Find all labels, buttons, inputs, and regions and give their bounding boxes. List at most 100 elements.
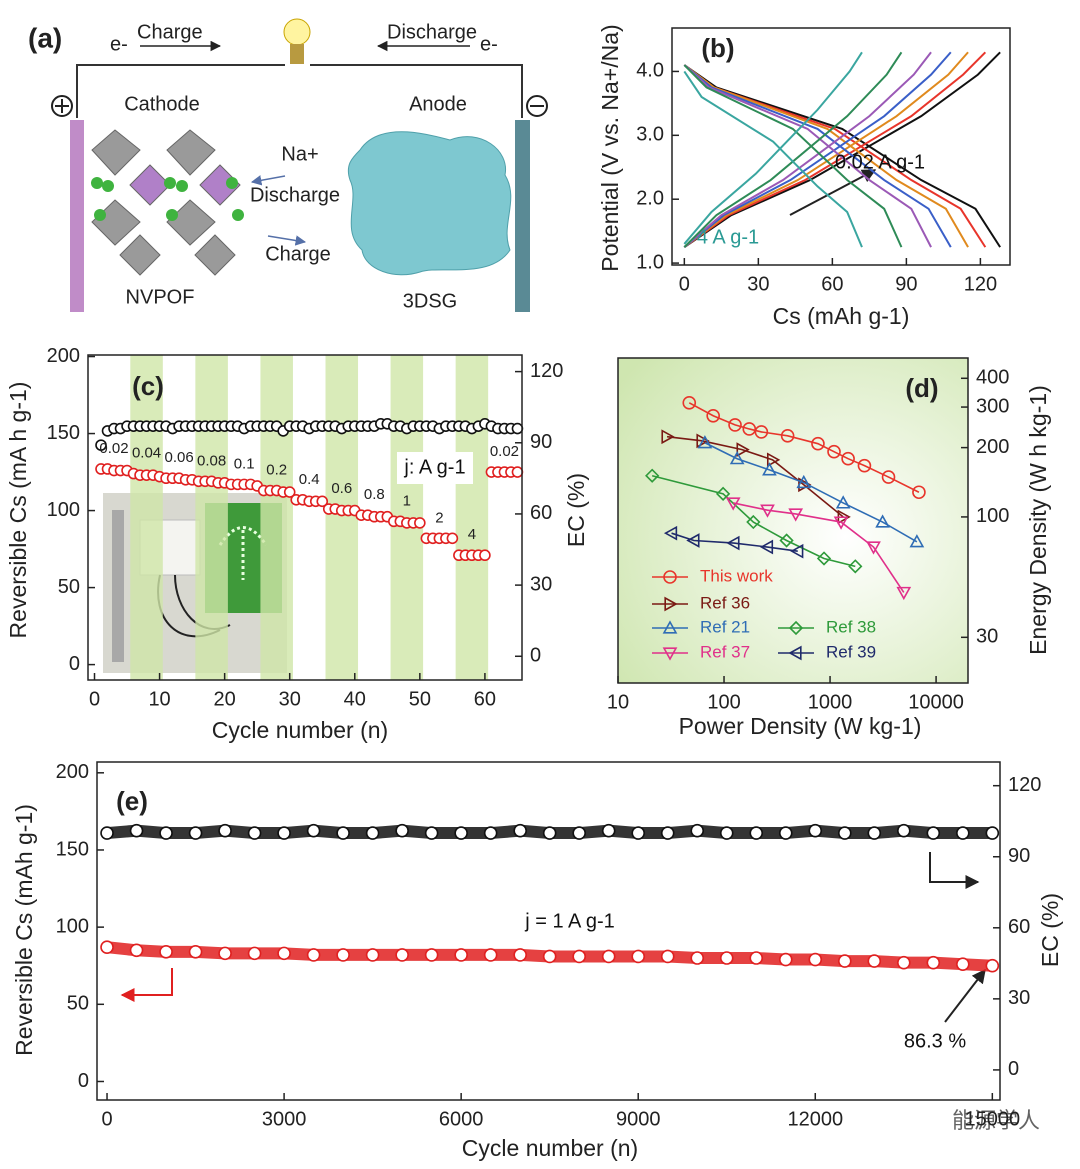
- x-tick-label: 9000: [616, 1108, 661, 1130]
- charge-label: Charge: [137, 21, 203, 43]
- y-tick-label: 30: [530, 573, 552, 595]
- marker: [454, 948, 468, 962]
- plus-sign: [55, 99, 69, 113]
- y-tick-label: 90: [530, 431, 552, 453]
- marker: [100, 940, 114, 955]
- marker: [896, 823, 911, 838]
- rate-label: 0.02: [490, 443, 519, 460]
- y-tick-label: 60: [1008, 916, 1030, 938]
- series-line: [704, 442, 918, 543]
- marker: [542, 826, 557, 840]
- y-tick-label: 200: [56, 761, 89, 783]
- marker: [875, 514, 890, 528]
- cathode-label: Cathode: [124, 93, 200, 115]
- marker: [746, 514, 761, 530]
- legend-label: Ref 39: [826, 642, 876, 661]
- marker: [218, 823, 232, 838]
- panel-label: (c): [132, 371, 164, 401]
- marker: [706, 408, 720, 423]
- marker: [218, 946, 232, 961]
- ion-charge: Charge: [265, 243, 331, 265]
- marker: [395, 948, 409, 962]
- marker: [663, 525, 678, 541]
- marker: [808, 952, 823, 967]
- y-tick-label: 50: [58, 576, 80, 598]
- annotation: 86.3 %: [904, 1030, 966, 1052]
- x-tick-label: 120: [964, 273, 997, 295]
- x-tick-label: 10: [607, 691, 629, 713]
- marker: [572, 826, 586, 840]
- x-tick-label: 20: [214, 688, 236, 710]
- rate-label: 2: [435, 509, 443, 526]
- marker: [729, 451, 745, 465]
- marker: [601, 823, 616, 838]
- marker: [306, 823, 321, 838]
- marker: [837, 826, 852, 840]
- y-tick-label: 120: [1008, 774, 1041, 796]
- y-tick-label: 30: [1008, 987, 1030, 1009]
- marker: [762, 462, 777, 476]
- marker: [395, 823, 409, 838]
- y2-axis-title: EC (%): [563, 473, 589, 547]
- marker: [277, 826, 291, 840]
- arrow: [267, 235, 307, 246]
- rate-label: 0.08: [197, 452, 226, 469]
- marker: [985, 826, 1000, 840]
- x-tick-label: 90: [895, 273, 917, 295]
- y-tick-label: 60: [530, 502, 552, 524]
- x-tick-label: 50: [409, 688, 431, 710]
- y-tick-label: 90: [1008, 845, 1030, 867]
- x-tick-label: 12000: [787, 1108, 843, 1130]
- x-axis-title: Power Density (W kg-1): [679, 713, 922, 739]
- x-tick-label: 0: [89, 688, 100, 710]
- arrow: [929, 852, 980, 889]
- anode-electrode: [515, 120, 530, 312]
- arrow: [120, 968, 173, 1002]
- marker: [725, 497, 741, 511]
- rate-label: 0.06: [164, 449, 193, 466]
- x-axis-title: Cycle number (n): [462, 1135, 638, 1161]
- x-tick-label: 10: [148, 688, 170, 710]
- marker: [682, 396, 697, 410]
- rate-label: 0.6: [331, 480, 352, 497]
- marker: [780, 429, 795, 443]
- x-tick-label: 1000: [808, 691, 853, 713]
- ruler: [112, 510, 124, 662]
- marker: [660, 826, 675, 840]
- rate-label: 0.2: [266, 462, 287, 479]
- legend-marker: [664, 596, 678, 612]
- curve: [683, 70, 863, 248]
- marker: [129, 943, 144, 958]
- marker: [660, 949, 675, 964]
- annotation: j = 1 A g-1: [524, 910, 615, 932]
- marker: [827, 444, 841, 459]
- legend-label: This work: [700, 566, 773, 585]
- marker: [483, 948, 498, 962]
- marker: [909, 534, 925, 548]
- marker: [513, 948, 527, 962]
- marker: [277, 946, 291, 961]
- marker: [454, 826, 468, 840]
- series-line: [671, 532, 798, 552]
- x-tick-label: 100: [707, 691, 740, 713]
- marker: [661, 429, 675, 445]
- marker: [365, 826, 380, 840]
- marker: [726, 535, 740, 551]
- legend-marker: [788, 620, 804, 636]
- marker: [686, 533, 700, 548]
- marker: [283, 486, 296, 498]
- marker: [572, 949, 586, 964]
- rate-band: [130, 355, 163, 680]
- x-tick-label: 30: [279, 688, 301, 710]
- rate-band: [260, 355, 293, 680]
- y-tick-label: 120: [530, 360, 563, 382]
- watermark: 能源学人: [952, 1108, 1040, 1133]
- y-tick-label: 300: [976, 395, 1009, 417]
- marker: [841, 451, 855, 466]
- marker: [985, 958, 1000, 973]
- plot-frame: [96, 761, 1001, 1101]
- marker: [414, 517, 426, 529]
- panel-label: (e): [116, 786, 148, 816]
- marker: [837, 954, 852, 968]
